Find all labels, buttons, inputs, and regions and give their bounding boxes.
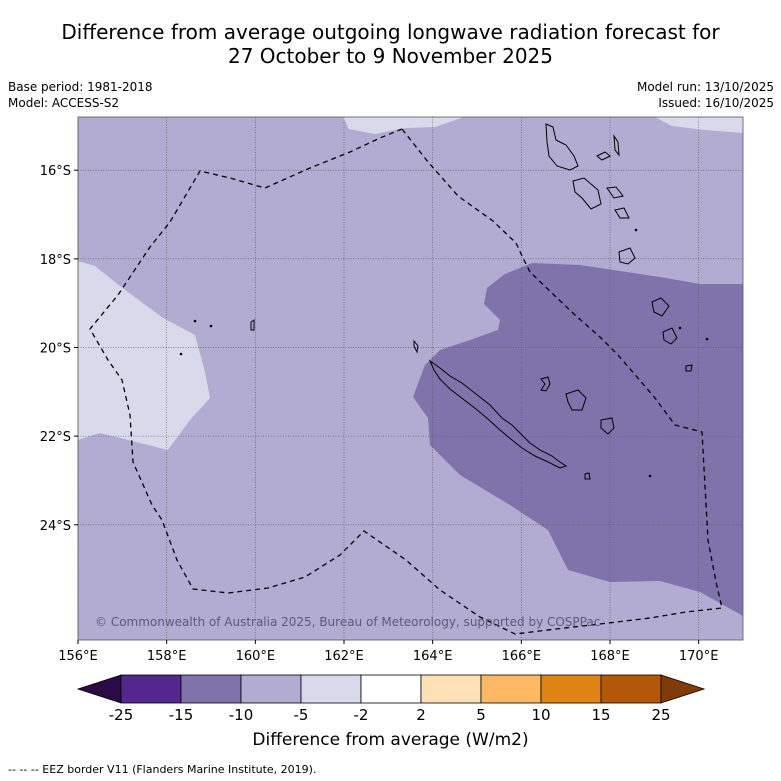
new-caledonia-coastline [428, 359, 568, 469]
lon-tick-label: 162°E [324, 649, 364, 664]
lat-tick-label: 18°S [40, 253, 71, 268]
chesterfield-islands [250, 319, 255, 331]
region-minus5-to-minus2-northeast [655, 117, 743, 133]
region-minus15-to-minus10 [413, 263, 743, 616]
lat-tick-label: 22°S [40, 430, 71, 445]
reef-dot-7 [634, 228, 638, 232]
reef-dot-6 [648, 474, 652, 478]
anomaly-field [78, 117, 743, 640]
lat-tick-label: 16°S [40, 164, 71, 179]
copyright-notice: © Commonwealth of Australia 2025, Bureau… [95, 615, 600, 629]
region-minus5-to-minus2-west [78, 261, 210, 450]
mare-island [600, 417, 615, 435]
malekula-island [572, 177, 602, 210]
chart-title-line2: 27 October to 9 November 2025 [227, 44, 554, 68]
colorbar-tick: -25 [108, 706, 134, 724]
espiritu-santo [545, 123, 579, 171]
latitude-axis: 16°S 18°S 20°S 22°S 24°S [40, 164, 78, 534]
colorbar-tick: -15 [168, 706, 194, 724]
colorbar-tick: 25 [651, 706, 671, 724]
longitude-axis: 156°E 158°E 160°E 162°E 164°E 166°E 168°E 170°E [58, 640, 718, 664]
erromango-island [651, 297, 670, 317]
info-right: Model run: 13/10/2025 Issued: 16/10/2025 [637, 79, 774, 111]
ambae-island [596, 151, 611, 161]
lat-tick-label: 20°S [40, 341, 71, 356]
lifou-island [565, 389, 587, 411]
colorbar-tick: 2 [416, 706, 426, 724]
belep-islands [413, 339, 419, 354]
isle-of-pines [584, 472, 591, 480]
colorbar-bin-5 [360, 674, 422, 704]
pentecost-ambrym [606, 186, 624, 199]
colorbar-extend-low [76, 674, 122, 704]
colorbar-tick: 5 [476, 706, 486, 724]
reef-dot-2 [209, 324, 213, 328]
coastlines [179, 123, 709, 480]
efate-island [618, 247, 636, 265]
reef-dot-1 [193, 319, 197, 323]
reef-dot-4 [678, 326, 682, 330]
model-name: Model: ACCESS-S2 [8, 96, 120, 110]
lon-tick-label: 168°E [590, 649, 630, 664]
colorbar-bin-4 [300, 674, 362, 704]
colorbar-label: Difference from average (W/m2) [252, 730, 529, 750]
lon-tick-label: 158°E [147, 649, 187, 664]
colorbar-bin-1 [120, 674, 182, 704]
lon-tick-label: 164°E [413, 649, 453, 664]
reef-dot-3 [179, 352, 183, 356]
region-minus5-to-minus2-north [343, 117, 464, 134]
colorbar-tick: -5 [293, 706, 309, 724]
colorbar-bin-9 [600, 674, 662, 704]
colorbar-bin-8 [540, 674, 602, 704]
colorbar-bin-3 [240, 674, 302, 704]
model-run: Model run: 13/10/2025 [636, 80, 774, 94]
base-period: Base period: 1981-2018 [8, 80, 153, 94]
lat-tick-label: 24°S [40, 519, 71, 534]
maewo-island [613, 134, 620, 157]
aneityum-island [685, 364, 693, 372]
ouvea-island [540, 376, 551, 392]
lon-tick-label: 170°E [679, 649, 719, 664]
colorbar-tick: 10 [531, 706, 551, 724]
colorbar-tick: -2 [353, 706, 369, 724]
tanna-island [662, 327, 678, 345]
colorbar [76, 674, 706, 704]
epi-shepherds [614, 207, 630, 219]
eez-footnote: -- -- -- EEZ border V11 (Flanders Marine… [8, 763, 317, 776]
colorbar-tick: -10 [228, 706, 254, 724]
issued-date: Issued: 16/10/2025 [658, 96, 774, 110]
colorbar-tick: 15 [591, 706, 611, 724]
colorbar-bin-7 [480, 674, 542, 704]
colorbar-bin-2 [180, 674, 242, 704]
eez-border [89, 128, 723, 635]
info-left: Base period: 1981-2018 Model: ACCESS-S2 [8, 79, 153, 111]
plot-frame [77, 116, 744, 641]
lon-tick-label: 160°E [236, 649, 276, 664]
lon-tick-label: 166°E [502, 649, 542, 664]
lon-tick-label: 156°E [58, 649, 98, 664]
colorbar-extend-high [660, 674, 706, 704]
chart-title-line1: Difference from average outgoing longwav… [61, 20, 720, 44]
reef-dot-5 [705, 337, 709, 341]
colorbar-bin-6 [420, 674, 482, 704]
